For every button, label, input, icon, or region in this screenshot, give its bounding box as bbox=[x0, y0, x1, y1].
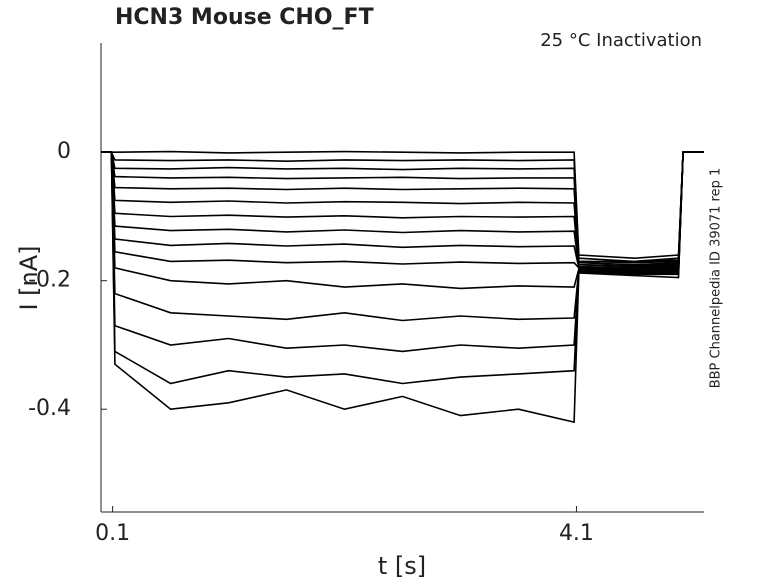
trace bbox=[101, 150, 704, 260]
y-tick-label: 0 bbox=[57, 139, 71, 164]
side-note: BBP Channelpedia ID 39071 rep 1 bbox=[709, 168, 724, 389]
trace bbox=[101, 151, 704, 269]
trace bbox=[101, 151, 704, 290]
trace bbox=[101, 151, 704, 267]
x-tick-label: 4.1 bbox=[559, 521, 594, 546]
trace bbox=[101, 151, 704, 322]
annotation: 25 °C Inactivation bbox=[540, 30, 702, 51]
trace bbox=[101, 151, 704, 264]
trace bbox=[101, 151, 704, 270]
trace bbox=[101, 151, 704, 424]
trace bbox=[101, 151, 704, 353]
trace bbox=[101, 151, 704, 385]
y-axis-label: I [nA] bbox=[15, 245, 43, 310]
trace bbox=[101, 151, 704, 266]
trace bbox=[101, 151, 704, 272]
y-tick-label: -0.2 bbox=[28, 268, 71, 293]
x-axis-label: t [s] bbox=[378, 552, 426, 580]
x-tick-label: 0.1 bbox=[95, 521, 130, 546]
trace bbox=[101, 151, 704, 263]
y-tick-label: -0.4 bbox=[28, 396, 71, 421]
trace bbox=[101, 151, 704, 263]
chart-title: HCN3 Mouse CHO_FT bbox=[115, 5, 374, 30]
trace bbox=[101, 151, 704, 268]
